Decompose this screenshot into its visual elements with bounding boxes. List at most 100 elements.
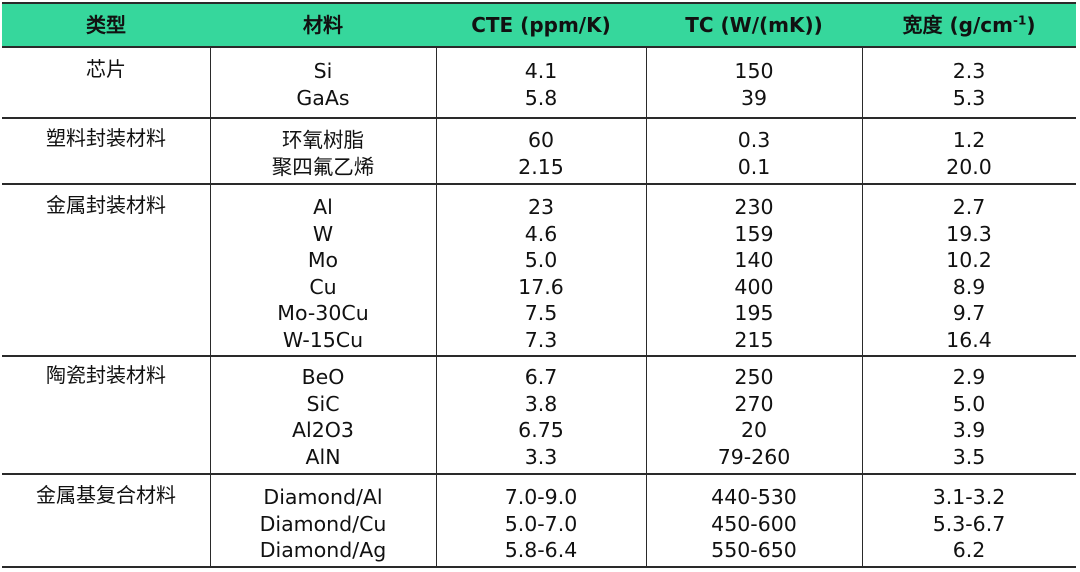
table-row: Mo-30Cu 7.5 195 9.7 (2, 300, 1076, 327)
cell-density: 3.9 (952, 418, 986, 442)
column-divider (210, 357, 211, 473)
header-density: 宽度 (g/cm-1) (862, 4, 1076, 46)
table-row: GaAs 5.8 39 5.3 (2, 85, 1076, 112)
column-divider (862, 48, 863, 117)
cell-cte: 7.0-9.0 (504, 485, 578, 509)
column-divider (210, 475, 211, 568)
column-divider (210, 119, 211, 183)
cell-tc: 440-530 (711, 485, 797, 509)
cell-material: Al (313, 195, 333, 219)
table-row: SiC 3.8 270 5.0 (2, 391, 1076, 418)
cell-tc: 230 (734, 195, 774, 219)
header-tc: TC (W/(mK)) (685, 13, 823, 37)
row-group: 塑料封装材料 环氧树脂 60 0.3 1.2 聚四氟乙烯 2.15 0.1 20.0 (2, 117, 1076, 183)
column-divider (210, 48, 211, 117)
cell-tc: 140 (734, 248, 774, 272)
cell-material: Diamond/Cu (259, 511, 387, 536)
cell-density: 5.3 (952, 85, 986, 110)
cell-material: Si (313, 59, 333, 83)
column-divider (646, 48, 647, 117)
cell-tc: 0.3 (737, 128, 771, 152)
cell-cte: 5.0-7.0 (504, 511, 578, 536)
header-type: 类型 (86, 13, 126, 37)
table-row: AlN 3.3 79-260 3.5 (2, 444, 1076, 471)
cell-density: 16.4 (946, 327, 992, 352)
cell-cte: 7.5 (524, 301, 558, 325)
cell-tc: 159 (734, 221, 774, 246)
cell-cte: 4.1 (524, 59, 558, 83)
column-divider (646, 475, 647, 568)
cell-material: AlN (305, 444, 341, 469)
column-divider (862, 475, 863, 568)
row-group: 芯片 Si 4.1 150 2.3 GaAs 5.8 39 5.3 (2, 48, 1076, 117)
cell-density: 20.0 (946, 154, 992, 179)
cell-tc: 0.1 (737, 154, 771, 179)
column-divider (210, 185, 211, 355)
row-group: 陶瓷封装材料 BeO 6.7 250 2.9 SiC 3.8 270 5.0 Al2O3 6.75 2… (2, 355, 1076, 473)
cell-material: Al2O3 (292, 418, 354, 442)
cell-material: GaAs (296, 85, 350, 110)
table-row: W 4.6 159 19.3 (2, 221, 1076, 248)
cell-tc: 550-650 (711, 538, 797, 562)
cell-density: 8.9 (952, 274, 986, 299)
cell-density: 6.2 (952, 538, 986, 562)
column-divider (646, 119, 647, 183)
category-label: 芯片 (86, 57, 126, 81)
cell-density: 5.3-6.7 (932, 511, 1006, 536)
cell-cte: 23 (527, 195, 555, 219)
cell-material: SiC (306, 391, 340, 416)
column-divider (436, 185, 437, 355)
cell-cte: 6.7 (524, 365, 558, 389)
cell-material: 聚四氟乙烯 (271, 154, 375, 179)
table-row: Diamond/Cu 5.0-7.0 450-600 5.3-6.7 (2, 511, 1076, 538)
header-density-close: ) (1026, 13, 1036, 37)
cell-density: 3.5 (952, 444, 986, 469)
cell-density: 5.0 (952, 391, 986, 416)
cell-cte: 5.0 (524, 248, 558, 272)
cell-material: Mo-30Cu (277, 301, 369, 325)
table-row: Al2O3 6.75 20 3.9 (2, 417, 1076, 444)
table-row: Diamond/Al 7.0-9.0 440-530 3.1-3.2 (2, 484, 1076, 511)
cell-cte: 6.75 (518, 418, 564, 442)
category-label: 金属封装材料 (46, 193, 166, 217)
table-header: 类型 材料 CTE (ppm/K) TC (W/(mK)) 宽度 (g/cm-1… (2, 4, 1076, 48)
column-divider (436, 475, 437, 568)
category-label: 塑料封装材料 (46, 126, 166, 150)
cell-cte: 3.3 (524, 444, 558, 469)
column-divider (646, 185, 647, 355)
cell-cte: 4.6 (524, 221, 558, 246)
cell-material: W-15Cu (282, 327, 364, 352)
cell-material: Mo (307, 248, 339, 272)
cell-density: 2.7 (952, 195, 986, 219)
cell-tc: 195 (734, 301, 774, 325)
row-group: 金属基复合材料 Diamond/Al 7.0-9.0 440-530 3.1-3.2 Di… (2, 473, 1076, 568)
cell-tc: 20 (740, 418, 768, 442)
cell-tc: 150 (734, 59, 774, 83)
table-row: Al 23 230 2.7 (2, 194, 1076, 221)
column-divider (646, 357, 647, 473)
cell-cte: 5.8 (524, 85, 558, 110)
cell-density: 3.1-3.2 (932, 485, 1006, 509)
cell-material: W (312, 221, 334, 246)
cell-cte: 60 (527, 128, 555, 152)
cell-cte: 3.8 (524, 391, 558, 416)
column-divider (862, 119, 863, 183)
column-divider (862, 185, 863, 355)
cell-density: 10.2 (946, 248, 992, 272)
cell-material: BeO (301, 365, 345, 389)
cell-cte: 2.15 (518, 154, 564, 179)
header-density-label: 宽度 (g/cm (902, 13, 1013, 37)
table-row: 环氧树脂 60 0.3 1.2 (2, 127, 1076, 154)
column-divider (862, 357, 863, 473)
cell-density: 19.3 (946, 221, 992, 246)
cell-density: 2.9 (952, 365, 986, 389)
column-divider (436, 48, 437, 117)
cell-density: 9.7 (952, 301, 986, 325)
category-label: 陶瓷封装材料 (46, 363, 166, 387)
cell-density: 1.2 (952, 128, 986, 152)
category-label: 金属基复合材料 (36, 483, 176, 507)
cell-material: Diamond/Al (263, 485, 383, 509)
header-material: 材料 (303, 13, 343, 37)
cell-tc: 215 (734, 327, 774, 352)
